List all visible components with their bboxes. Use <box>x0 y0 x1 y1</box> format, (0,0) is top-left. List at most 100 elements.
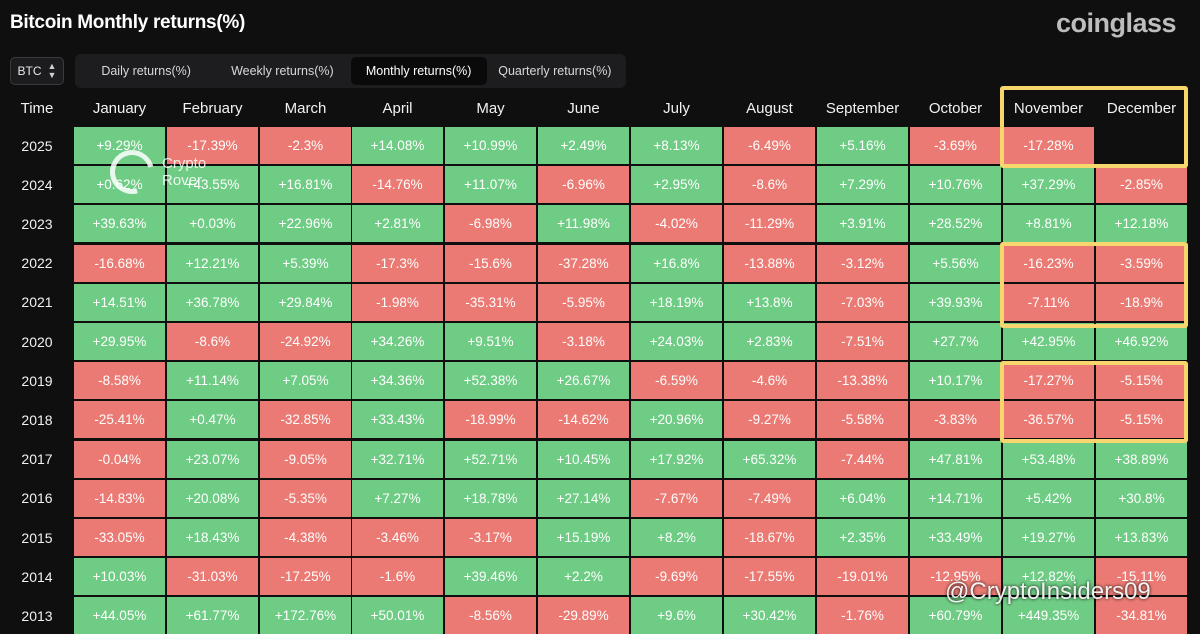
return-cell: +18.43% <box>167 519 258 556</box>
return-cell: -5.35% <box>260 479 351 517</box>
return-cell: +38.89% <box>1096 440 1187 478</box>
column-header-september: September <box>825 99 900 117</box>
return-cell: -9.05% <box>260 440 351 478</box>
return-cell: +37.29% <box>1003 166 1094 204</box>
return-cell: +5.16% <box>817 127 908 164</box>
return-cell: -7.44% <box>817 440 908 478</box>
tab-monthly-returns[interactable]: Monthly returns(%) <box>350 57 487 85</box>
return-cell: -19.01% <box>817 558 908 596</box>
return-cell: +33.43% <box>352 401 443 439</box>
return-cell: +12.18% <box>1096 205 1187 243</box>
return-cell: +61.77% <box>167 597 258 634</box>
return-cell: +17.92% <box>631 440 722 478</box>
return-cell: -15.6% <box>445 244 536 282</box>
return-cell: -3.46% <box>352 519 443 556</box>
return-cell: -14.76% <box>352 166 443 204</box>
return-cell: -9.27% <box>724 401 815 439</box>
return-cell: +34.36% <box>352 362 443 400</box>
return-cell: -16.23% <box>1003 244 1094 282</box>
table-row: 2017 -0.04% +23.07% -9.05% +32.71% +52.71% +10… <box>0 440 1200 478</box>
table-row: 2018 -25.41% +0.47% -32.85% +33.43% -18.99% -1… <box>0 401 1200 439</box>
handle-watermark: @CryptoInsiders09 <box>945 578 1151 605</box>
return-cell: -18.67% <box>724 519 815 556</box>
return-cell: -6.49% <box>724 127 815 164</box>
column-header-august: August <box>746 99 793 117</box>
return-cell: +6.04% <box>817 479 908 517</box>
return-cell: +43.55% <box>167 166 258 204</box>
returns-period-tabs: Daily returns(%) Weekly returns(%) Month… <box>75 54 626 88</box>
return-cell: -18.9% <box>1096 283 1187 321</box>
return-cell: -4.38% <box>260 519 351 556</box>
return-cell: -8.56% <box>445 597 536 634</box>
return-cell: +9.51% <box>445 323 536 360</box>
return-cell: -17.27% <box>1003 362 1094 400</box>
return-cell: -12.95% <box>910 558 1001 596</box>
year-label: 2018 <box>21 411 53 428</box>
column-header-december: December <box>1106 99 1177 117</box>
return-cell: -36.57% <box>1003 401 1094 439</box>
return-cell: +13.8% <box>724 283 815 321</box>
return-cell: +12.82% <box>1003 558 1094 596</box>
tab-quarterly-returns[interactable]: Quarterly returns(%) <box>498 64 612 78</box>
page-title: Bitcoin Monthly returns(%) <box>10 12 245 33</box>
tab-daily-returns[interactable]: Daily returns(%) <box>101 64 191 78</box>
return-cell: -4.6% <box>724 362 815 400</box>
table-row: 2015 -33.05% +18.43% -4.38% -3.46% -3.17% +15.… <box>0 519 1200 556</box>
return-cell: +29.95% <box>74 323 165 360</box>
return-cell <box>1096 127 1187 164</box>
return-cell: -7.49% <box>724 479 815 517</box>
return-cell: +2.95% <box>631 166 722 204</box>
return-cell: +32.71% <box>352 440 443 478</box>
return-cell: +53.48% <box>1003 440 1094 478</box>
return-cell: -9.69% <box>631 558 722 596</box>
return-cell: +52.71% <box>445 440 536 478</box>
return-cell: -11.29% <box>724 205 815 243</box>
return-cell: -18.99% <box>445 401 536 439</box>
return-cell: +14.08% <box>352 127 443 164</box>
return-cell: +30.42% <box>724 597 815 634</box>
return-cell: +30.8% <box>1096 479 1187 517</box>
tab-weekly-returns[interactable]: Weekly returns(%) <box>231 64 334 78</box>
year-label: 2017 <box>21 451 53 468</box>
column-header-july: July <box>663 99 690 117</box>
return-cell: +7.05% <box>260 362 351 400</box>
return-cell: +46.92% <box>1096 323 1187 360</box>
return-cell: +24.03% <box>631 323 722 360</box>
column-header-november: November <box>1013 99 1084 117</box>
return-cell: +29.84% <box>260 283 351 321</box>
return-cell: +10.03% <box>74 558 165 596</box>
return-cell: +14.71% <box>910 479 1001 517</box>
return-cell: -3.59% <box>1096 244 1187 282</box>
return-cell: -7.03% <box>817 283 908 321</box>
asset-selector[interactable]: BTC ▲ ▼ <box>10 57 64 85</box>
return-cell: -4.02% <box>631 205 722 243</box>
table-row: 2016 -14.83% +20.08% -5.35% +7.27% +18.78% +27… <box>0 479 1200 517</box>
return-cell: -17.39% <box>167 127 258 164</box>
return-cell: -8.6% <box>167 323 258 360</box>
year-label: 2013 <box>21 607 53 624</box>
column-header-march: March <box>284 99 327 117</box>
up-down-chevron-icon: ▲ ▼ <box>47 61 57 80</box>
return-cell: +2.35% <box>817 519 908 556</box>
return-cell: +28.52% <box>910 205 1001 243</box>
return-cell: +14.51% <box>74 283 165 321</box>
table-header: Time January February March April May June July… <box>0 92 1200 124</box>
return-cell: +13.83% <box>1096 519 1187 556</box>
return-cell: +0.03% <box>167 205 258 243</box>
return-cell: +36.78% <box>167 283 258 321</box>
return-cell: -1.6% <box>352 558 443 596</box>
return-cell: -3.18% <box>538 323 629 360</box>
year-label: 2020 <box>21 333 53 350</box>
return-cell: +2.81% <box>352 205 443 243</box>
return-cell: +22.96% <box>260 205 351 243</box>
return-cell: -6.98% <box>445 205 536 243</box>
year-label: 2014 <box>21 568 53 585</box>
return-cell: +8.81% <box>1003 205 1094 243</box>
return-cell: -17.55% <box>724 558 815 596</box>
return-cell: +42.95% <box>1003 323 1094 360</box>
return-cell: +23.07% <box>167 440 258 478</box>
table-row: 2022 -16.68% +12.21% +5.39% -17.3% -15.6% -37.… <box>0 244 1200 282</box>
return-cell: -15.11% <box>1096 558 1187 596</box>
return-cell: +27.14% <box>538 479 629 517</box>
return-cell: +20.08% <box>167 479 258 517</box>
